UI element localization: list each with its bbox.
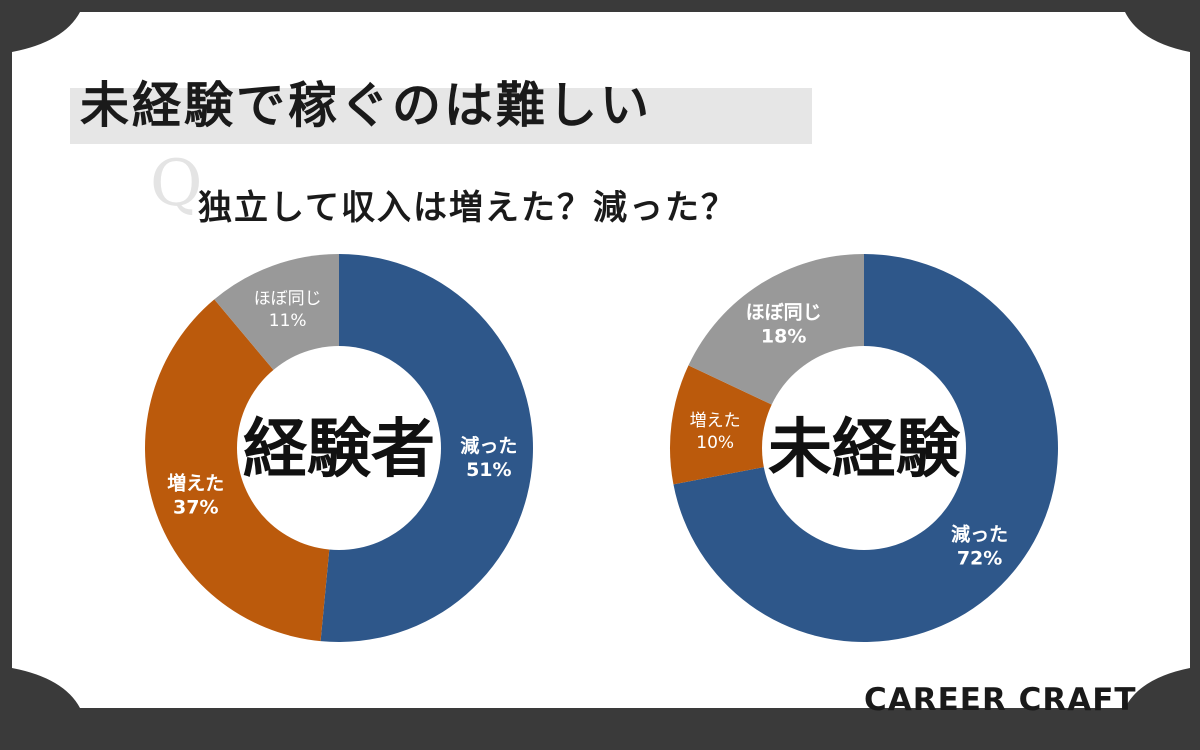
- slice-value-label: 18%: [761, 325, 806, 347]
- slice-label: 減った: [460, 434, 517, 457]
- slice-value-label: 72%: [957, 548, 1002, 570]
- page-title: 未経験で稼ぐのは難しい: [80, 77, 653, 134]
- slice-label: 増えた: [690, 411, 741, 431]
- q-mark-icon: Q: [150, 147, 203, 221]
- slice-value-label: 11%: [269, 311, 307, 331]
- survey-question: 独立して収入は増えた？減った？: [198, 188, 737, 228]
- slice-label: ほぼ同じ: [746, 301, 822, 323]
- slice-label: 増えた: [167, 472, 224, 495]
- donut-hole: [762, 346, 966, 550]
- title-highlight: [70, 88, 812, 144]
- slice-value-label: 51%: [466, 459, 511, 481]
- slice-label: 減った: [951, 523, 1008, 546]
- slice-value-label: 37%: [173, 497, 218, 519]
- slice-label: ほぼ同じ: [254, 289, 322, 309]
- center-label: 未経験: [768, 413, 961, 487]
- center-label: 経験者: [243, 413, 435, 487]
- brand-logo: CAREER CRAFT: [864, 682, 1137, 718]
- donut-hole: [237, 346, 441, 550]
- slice-value-label: 10%: [696, 433, 734, 453]
